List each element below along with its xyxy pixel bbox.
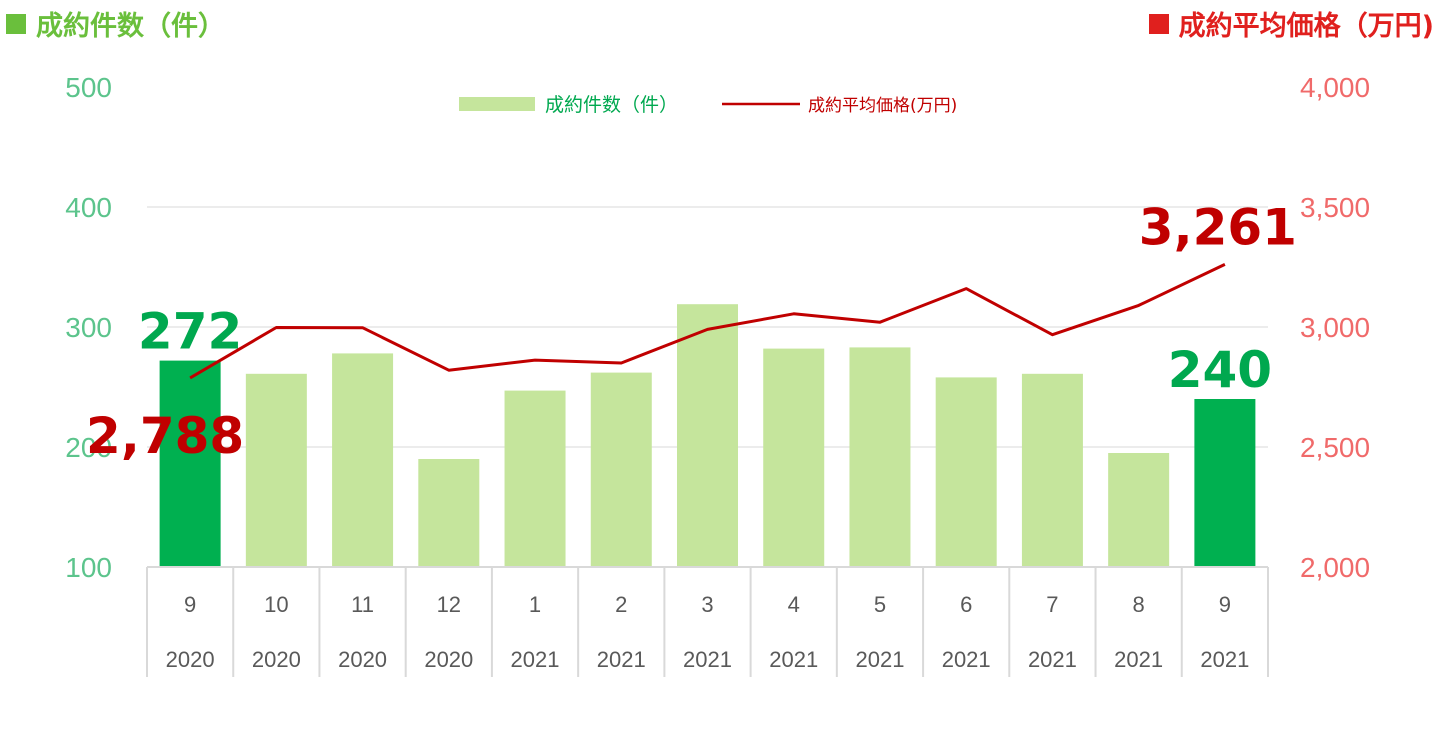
legend-line-label: 成約平均価格(万円)	[808, 96, 957, 116]
bar	[935, 377, 997, 567]
bar	[849, 347, 911, 567]
x-year-label: 2020	[424, 647, 473, 672]
left-axis-header: 成約件数（件）	[6, 4, 225, 43]
left-tick-label: 500	[65, 72, 112, 103]
bar	[159, 360, 221, 567]
x-year-label: 2021	[511, 647, 560, 672]
line-series	[189, 263, 1226, 380]
x-year-label: 2021	[855, 647, 904, 672]
x-month-label: 6	[960, 592, 972, 617]
x-month-label: 12	[437, 592, 461, 617]
left-tick-label: 100	[65, 552, 112, 583]
x-year-label: 2020	[166, 647, 215, 672]
right-axis-header-label: 成約平均価格（万円)	[1178, 11, 1434, 42]
bar-series	[159, 304, 1256, 567]
x-month-label: 7	[1046, 592, 1058, 617]
legend-bar-swatch	[459, 97, 535, 111]
x-year-label: 2020	[252, 647, 301, 672]
legend-bar-label: 成約件数（件）	[545, 94, 678, 116]
line-data-label: 2,788	[86, 407, 244, 465]
x-month-label: 5	[874, 592, 886, 617]
x-month-label: 9	[1219, 592, 1231, 617]
bar	[763, 348, 825, 567]
right-tick-label: 3,000	[1300, 312, 1370, 343]
x-month-label: 10	[264, 592, 288, 617]
right-tick-label: 2,500	[1300, 432, 1370, 463]
x-year-label: 2021	[683, 647, 732, 672]
bar-data-label: 240	[1168, 341, 1272, 399]
x-month-label: 2	[615, 592, 627, 617]
x-month-label: 3	[701, 592, 713, 617]
x-year-label: 2021	[1028, 647, 1077, 672]
right-tick-label: 3,500	[1300, 192, 1370, 223]
right-tick-label: 2,000	[1300, 552, 1370, 583]
x-month-label: 9	[184, 592, 196, 617]
x-month-label: 11	[351, 592, 374, 617]
x-month-label: 1	[529, 592, 541, 617]
bar	[1108, 453, 1170, 567]
x-year-label: 2021	[1200, 647, 1249, 672]
bar	[1021, 373, 1083, 567]
bar-data-label: 272	[138, 303, 242, 361]
bar	[418, 459, 480, 567]
x-month-label: 8	[1133, 592, 1145, 617]
bar	[245, 373, 307, 567]
x-year-label: 2020	[338, 647, 387, 672]
bar	[332, 353, 394, 567]
bar	[677, 304, 738, 567]
right-tick-label: 4,000	[1300, 72, 1370, 103]
left-axis-ticks: 100 200 300 400 500	[65, 72, 112, 583]
line-data-label: 3,261	[1139, 198, 1297, 256]
bar	[590, 372, 652, 567]
x-year-label: 2021	[769, 647, 818, 672]
right-axis-header: 成約平均価格（万円)	[1148, 4, 1434, 43]
right-axis-ticks: 2,000 2,500 3,000 3,500 4,000	[1300, 72, 1370, 583]
left-tick-label: 400	[65, 192, 112, 223]
x-year-label: 2021	[1114, 647, 1163, 672]
x-axis: 9 2020 10 2020 11 2020 12 2020 1 2021 2 2021 3 2021 4 2…	[146, 566, 1269, 677]
legend: 成約件数（件） 成約平均価格(万円)	[459, 94, 957, 116]
green-square-icon	[6, 14, 26, 34]
left-tick-label: 200	[65, 432, 112, 463]
red-square-icon	[1148, 14, 1169, 34]
data-labels: 272 240 2,788 3,261	[86, 198, 1297, 465]
bar	[504, 390, 566, 567]
x-month-label: 4	[788, 592, 800, 617]
left-axis-header-label: 成約件数（件）	[36, 11, 225, 42]
x-year-label: 2021	[942, 647, 991, 672]
bar	[1194, 399, 1256, 567]
line-path	[189, 263, 1226, 380]
left-tick-label: 300	[65, 312, 112, 343]
x-year-label: 2021	[597, 647, 646, 672]
